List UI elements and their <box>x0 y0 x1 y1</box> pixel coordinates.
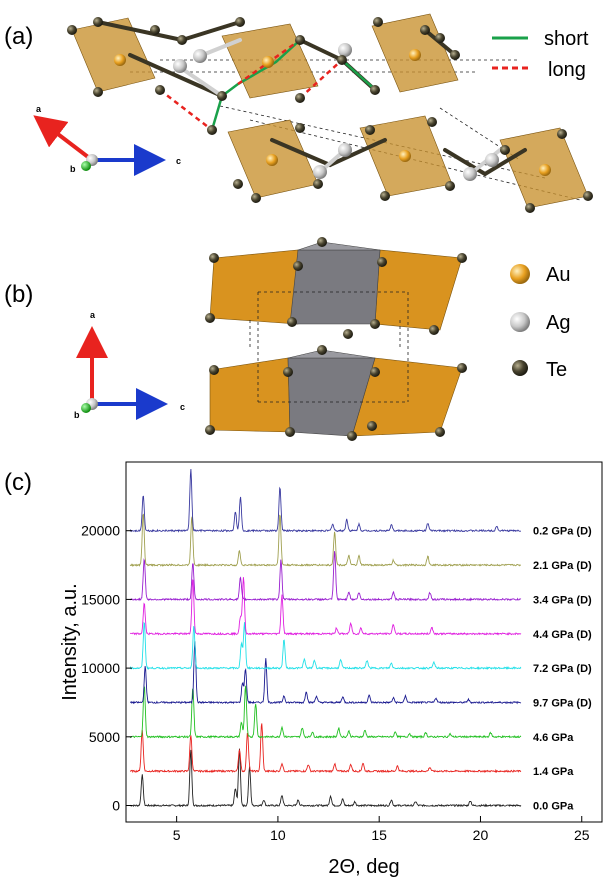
x-tick-label: 20 <box>473 827 489 843</box>
y-tick-label: 0 <box>112 798 120 814</box>
y-tick-label: 5000 <box>89 729 120 745</box>
panel-a-label: (a) <box>4 23 33 50</box>
axis-a-label: a <box>36 104 42 114</box>
trace-label-7: 2.1 GPa (D) <box>533 560 592 572</box>
ag-swatch <box>510 312 530 332</box>
xrd-trace-5 <box>129 577 522 636</box>
trace-labels: 0.0 GPa 1.4 GPa 4.6 GPa 9.7 GPa (D) 7.2 GPa … <box>533 526 592 813</box>
xrd-traces <box>129 468 522 808</box>
panel-a: (a) <box>4 13 593 213</box>
xrd-trace-3 <box>129 641 522 705</box>
x-tick-label: 10 <box>270 827 286 843</box>
y-tick-label: 15000 <box>81 591 120 607</box>
panel-c: (c) 5 10 15 20 25 0 5000 10000 15000 20000 0.0 G… <box>4 461 603 878</box>
trace-label-3: 9.7 GPa (D) <box>533 697 592 709</box>
xrd-trace-4 <box>129 621 522 671</box>
trace-label-2: 4.6 GPa <box>533 732 574 744</box>
te-swatch <box>512 360 528 376</box>
x-tick-label: 5 <box>173 827 181 843</box>
xrd-trace-1 <box>130 723 522 774</box>
long-bond-label: long <box>548 59 586 81</box>
plot-frame <box>125 461 603 823</box>
x-axis-title: 2Θ, deg <box>328 856 399 878</box>
trace-label-0: 0.0 GPa <box>533 801 574 813</box>
ag-label: Ag <box>546 312 570 334</box>
x-tick-label: 25 <box>574 827 590 843</box>
xrd-trace-6 <box>129 551 522 602</box>
y-tick-label: 10000 <box>81 660 120 676</box>
panel-c-label: (c) <box>4 469 32 496</box>
trace-label-5: 4.4 GPa (D) <box>533 629 592 641</box>
short-bond-label: short <box>544 28 589 50</box>
trace-label-1: 1.4 GPa <box>533 766 574 778</box>
axis-b-b-label: b <box>74 410 80 420</box>
axis-b-a-label: a <box>90 310 96 320</box>
axis-b-label: b <box>70 164 76 174</box>
atoms-a <box>67 17 593 213</box>
panel-b-label: (b) <box>4 281 33 308</box>
axis-b-c-label: c <box>180 402 185 412</box>
atoms-b <box>205 237 467 441</box>
x-tick-label: 15 <box>371 827 387 843</box>
trace-label-6: 3.4 GPa (D) <box>533 594 592 606</box>
xrd-trace-7 <box>129 513 521 568</box>
xrd-trace-8 <box>129 468 521 533</box>
au-swatch <box>510 264 530 284</box>
xrd-trace-2 <box>129 684 522 739</box>
octahedra-b <box>209 241 463 437</box>
trace-label-8: 0.2 GPa (D) <box>533 526 592 538</box>
y-axis-title: Intensity, a.u. <box>59 583 81 700</box>
xrd-trace-0 <box>130 748 522 808</box>
te-label: Te <box>546 359 567 381</box>
x-axis-ticks: 5 10 15 20 25 <box>173 816 590 843</box>
y-tick-label: 20000 <box>81 523 120 539</box>
axis-c-label: c <box>176 156 181 166</box>
atom-legend: Au Ag Te <box>510 264 570 381</box>
unit-cell-b <box>249 291 409 403</box>
te-bonds-a <box>96 20 527 176</box>
bond-legend: short long <box>492 28 589 81</box>
panel-b: (b) <box>4 237 570 441</box>
axes-triad-a: a b c <box>33 104 181 176</box>
axes-triad-b: a b c <box>74 310 185 420</box>
trace-label-4: 7.2 GPa (D) <box>533 663 592 675</box>
au-octahedra-top <box>71 13 589 209</box>
y-axis-ticks: 0 5000 10000 15000 20000 <box>81 523 132 814</box>
au-label: Au <box>546 264 570 286</box>
